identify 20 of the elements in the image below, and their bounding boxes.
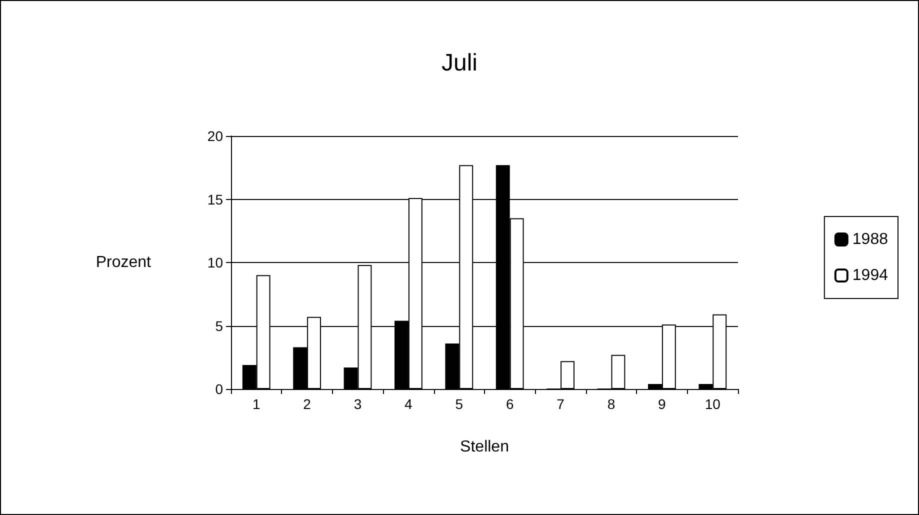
y-axis-title: Prozent	[96, 254, 152, 271]
x-tick-label: 5	[455, 396, 464, 412]
x-axis-title: Stellen	[460, 438, 509, 456]
x-tick-label: 10	[704, 396, 721, 412]
x-tick-label: 7	[556, 396, 565, 412]
x-tick-label: 6	[506, 396, 514, 412]
x-tick-label: 3	[354, 396, 362, 412]
y-tick-label: 15	[207, 191, 224, 208]
chart-title: Juli	[441, 50, 478, 76]
y-tick-label: 20	[207, 128, 224, 144]
x-tick-label: 2	[303, 396, 312, 412]
y-tick-label: 5	[215, 318, 224, 334]
legend-label: 1988	[852, 231, 888, 248]
y-tick-label: 10	[207, 254, 224, 270]
x-tick-label: 1	[252, 396, 260, 412]
x-tick-label: 9	[658, 396, 666, 412]
legend-label: 1994	[852, 267, 888, 284]
x-tick-label: 4	[404, 396, 413, 412]
x-tick-label: 8	[607, 396, 616, 412]
y-tick-label: 0	[215, 381, 224, 397]
